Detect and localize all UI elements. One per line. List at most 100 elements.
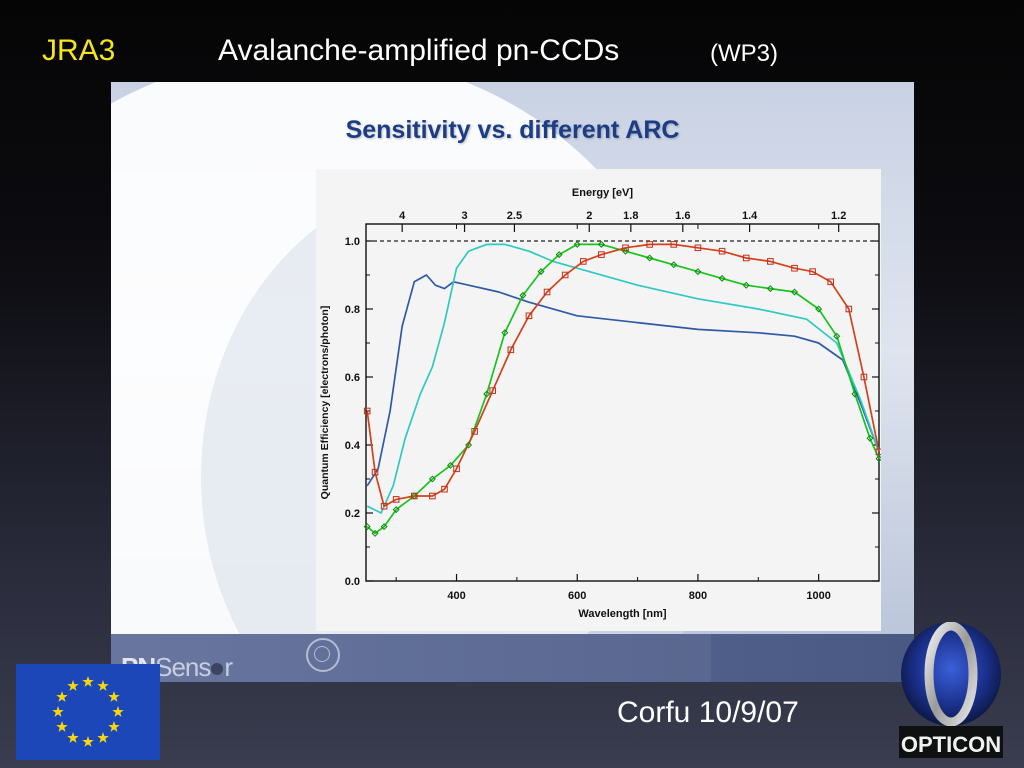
square-marker — [809, 268, 816, 275]
diamond-marker — [371, 529, 379, 537]
diamond-marker — [694, 268, 702, 276]
eu-star-icon — [56, 721, 68, 732]
eu-star-icon — [112, 706, 124, 717]
square-marker — [670, 241, 678, 248]
y-tick-label: 0.2 — [345, 508, 360, 520]
diamond-marker — [718, 274, 726, 282]
diamond-marker — [766, 285, 774, 293]
diamond-marker — [519, 291, 527, 299]
eu-star-icon — [56, 691, 68, 702]
chart-label-layer: 400 600 800 1000 0.0 0.2 0.4 0.6 0.8 1.0 4 3 2.5 2 1.8… — [319, 187, 846, 620]
square-marker — [791, 264, 798, 272]
chart-series-layer — [366, 243, 880, 535]
square-marker — [525, 312, 533, 320]
footer-date-location: Corfu 10/9/07 — [617, 696, 799, 729]
eu-star-icon — [82, 676, 94, 687]
square-marker — [622, 244, 629, 252]
eu-star-icon — [108, 691, 120, 702]
top-axis-label: Energy [eV] — [572, 187, 633, 199]
eu-star-icon — [97, 680, 109, 691]
eu-star-icon — [97, 731, 109, 743]
quantum-efficiency-chart: 400 600 800 1000 0.0 0.2 0.4 0.6 0.8 1.0 4 3 2.5 2 1.8… — [316, 169, 881, 631]
eu-star-icon — [67, 731, 79, 743]
eu-star-icon — [108, 721, 120, 732]
diamond-marker — [501, 329, 509, 337]
eu-star-icon — [67, 680, 79, 691]
energy-tick-label: 2.5 — [507, 210, 522, 222]
diamond-marker — [483, 390, 491, 398]
square-marker — [742, 254, 750, 262]
opticon-wordmark: OPTICON — [901, 732, 1001, 757]
series-line-1 — [366, 243, 880, 514]
jra-label: JRA3 — [42, 34, 116, 67]
y-tick-label: 1.0 — [345, 236, 360, 248]
chart-marker-layer — [363, 240, 881, 537]
y-tick-label: 0.8 — [345, 304, 360, 316]
diamond-marker — [363, 523, 371, 531]
square-marker — [694, 244, 702, 252]
y-axis-label: Quantum Efficiency [electrons/photon] — [319, 306, 331, 500]
square-marker — [471, 428, 478, 435]
chart-container: 400 600 800 1000 0.0 0.2 0.4 0.6 0.8 1.0 4 3 2.5 2 1.8… — [316, 169, 881, 631]
slide-header: JRA3 Avalanche-amplified pn-CCDs (WP3) — [0, 30, 1024, 80]
slide-title-suffix: (WP3) — [710, 40, 778, 67]
energy-tick-label: 3 — [461, 210, 467, 222]
diamond-marker — [573, 240, 581, 248]
y-tick-label: 0.4 — [345, 440, 361, 452]
x-tick-label: 1000 — [806, 590, 830, 602]
energy-tick-label: 2 — [586, 210, 592, 222]
diamond-marker — [380, 523, 388, 531]
pnsensor-logo-end: r — [224, 652, 233, 682]
square-marker — [718, 247, 726, 255]
eu-star-icon — [52, 706, 64, 717]
square-marker — [845, 305, 853, 313]
diamond-marker — [465, 441, 473, 449]
eu-flag-stars — [52, 676, 124, 747]
square-marker — [598, 251, 605, 258]
energy-tick-label: 1.8 — [623, 210, 638, 222]
max-planck-seal-icon — [306, 638, 340, 672]
square-marker — [561, 271, 569, 279]
square-marker — [371, 468, 379, 476]
square-marker — [875, 448, 881, 456]
x-tick-label: 800 — [689, 590, 707, 602]
diamond-marker — [446, 461, 455, 469]
opticon-logo-icon: OPTICON — [899, 622, 1003, 758]
opticon-ring — [924, 622, 978, 727]
square-marker — [441, 485, 448, 493]
square-marker — [363, 407, 371, 415]
square-marker — [767, 258, 774, 265]
plot-background — [316, 169, 881, 631]
square-marker — [860, 373, 868, 381]
x-tick-label: 400 — [447, 590, 465, 602]
energy-tick-label: 1.2 — [831, 210, 846, 222]
pnsensor-logo-dot — [211, 663, 224, 676]
diamond-marker — [875, 455, 881, 463]
diamond-marker — [790, 288, 799, 296]
diamond-marker — [428, 475, 436, 483]
square-marker — [392, 496, 400, 503]
panel-footer-band: PNSensr — [111, 634, 914, 682]
series-line-3 — [366, 243, 880, 508]
series-line-2 — [366, 243, 880, 535]
plot-frame — [365, 223, 880, 582]
footer-band-accent — [111, 634, 711, 682]
chart-panel: Sensitivity vs. different ARC 400 600 800 1… — [111, 82, 914, 682]
diamond-marker — [866, 434, 874, 442]
square-marker — [827, 278, 835, 286]
square-marker — [543, 288, 551, 296]
diamond-marker — [670, 261, 678, 269]
square-marker — [380, 502, 388, 510]
y-tick-label: 0.0 — [345, 576, 360, 588]
square-marker — [646, 241, 653, 248]
pnsensor-logo-middle: Sens — [155, 652, 211, 682]
square-marker — [429, 492, 436, 500]
series-line-0 — [366, 274, 880, 487]
square-marker — [410, 492, 418, 500]
diamond-marker — [646, 254, 654, 262]
square-marker — [507, 346, 515, 354]
energy-tick-label: 1.4 — [742, 210, 758, 222]
slide-title: Avalanche-amplified pn-CCDs — [218, 34, 620, 67]
square-marker — [579, 258, 587, 265]
diamond-marker — [555, 251, 563, 259]
